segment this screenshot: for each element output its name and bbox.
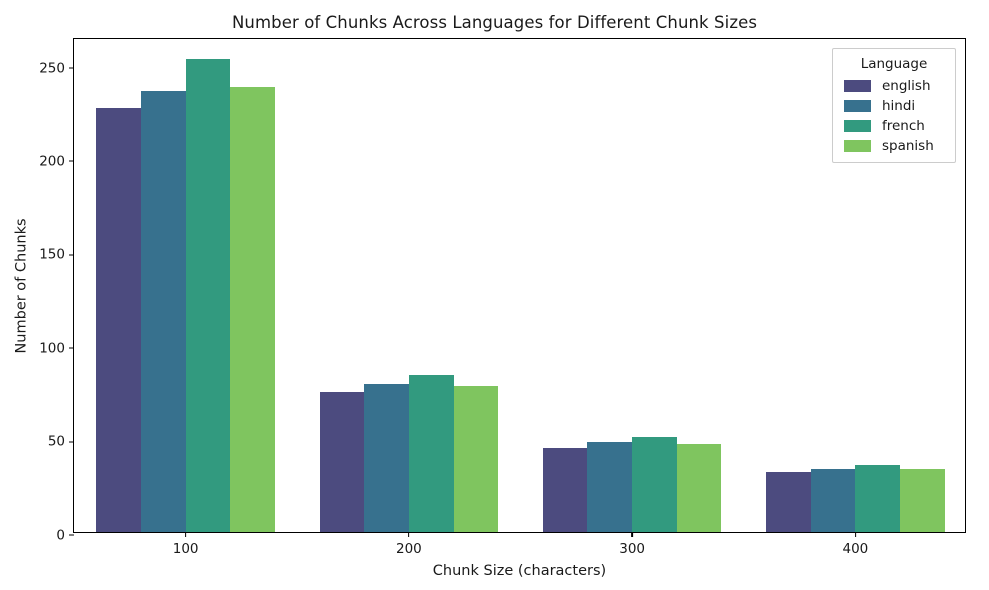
plot-inner: 0 50 100 150 200 250 100 200 300 400 [39,39,965,557]
y-axis-tick-label: 250 [39,60,65,77]
legend-item-english[interactable]: english [844,77,944,94]
legend-swatch-spanish [844,139,871,152]
y-axis-tick: 250 [39,58,74,77]
bar-english-100 [96,107,141,532]
x-axis-tick: 400 [842,532,868,557]
y-axis-tick-mark [69,67,74,69]
y-axis-tick-mark [69,347,74,349]
bar-hindi-300 [587,442,633,532]
y-axis-tick: 100 [39,338,74,357]
x-axis-tick-mark [854,532,856,537]
y-axis-tick-mark [69,160,74,162]
y-axis-tick-mark [69,534,74,536]
legend-swatch-english [844,79,871,92]
bar-hindi-100 [140,91,186,532]
legend-item-french[interactable]: french [844,117,944,134]
x-axis-tick-mark [185,532,187,537]
bar-hindi-200 [364,384,409,532]
x-axis-tick-label: 300 [619,541,646,557]
bar-spanish-200 [453,386,499,532]
bar-hindi-400 [810,468,856,532]
y-axis-tick-mark [69,254,74,256]
bar-french-100 [185,59,231,532]
legend-item-hindi[interactable]: hindi [844,97,944,114]
x-axis-tick-mark [408,532,410,537]
y-axis-tick-mark [69,441,74,443]
y-axis-tick-label: 100 [39,340,65,357]
x-axis-tick-mark [631,532,633,537]
bar-english-300 [542,447,588,532]
bar-spanish-400 [900,468,945,532]
legend-label-hindi: hindi [882,97,916,114]
y-axis-tick-label: 50 [47,433,65,450]
y-axis-title-text: Number of Chunks [14,217,30,354]
y-axis-tick: 50 [48,431,74,450]
x-axis-tick-label: 200 [395,541,422,557]
bar-french-300 [632,436,677,532]
chart-title: Number of Chunks Across Languages for Di… [231,13,758,32]
x-axis-tick: 300 [619,532,645,557]
y-axis-tick: 200 [39,151,74,170]
y-axis-title: Number of Chunks [12,38,32,533]
legend-item-spanish[interactable]: spanish [844,137,944,154]
legend-label-spanish: spanish [882,137,934,154]
bar-spanish-100 [230,87,275,532]
bar-french-400 [855,464,901,532]
plot-area: 0 50 100 150 200 250 100 200 300 400 Language eng… [39,38,966,557]
y-axis-tick: 0 [56,525,74,544]
bar-spanish-300 [676,444,722,532]
x-axis-tick: 200 [396,532,422,557]
y-axis-tick: 150 [39,244,74,263]
x-axis-tick: 100 [173,532,199,557]
legend-swatch-hindi [844,99,871,112]
legend-entries: english hindi french spanish [844,77,944,154]
bar-english-200 [319,391,365,532]
y-axis-tick-label: 200 [39,153,65,170]
legend-label-english: english [882,77,931,94]
y-axis-tick-label: 0 [56,527,65,543]
legend-label-french: french [882,117,925,134]
x-axis-tick-label: 100 [172,541,199,557]
bar-english-400 [766,472,811,532]
x-axis-title: Chunk Size (characters) [432,563,607,579]
legend: Language english hindi french spanish [832,48,956,163]
y-axis-tick-label: 150 [39,246,65,263]
bar-french-200 [408,375,454,532]
x-axis-tick-label: 400 [842,541,869,557]
legend-title: Language [860,56,928,72]
legend-swatch-french [844,119,871,132]
